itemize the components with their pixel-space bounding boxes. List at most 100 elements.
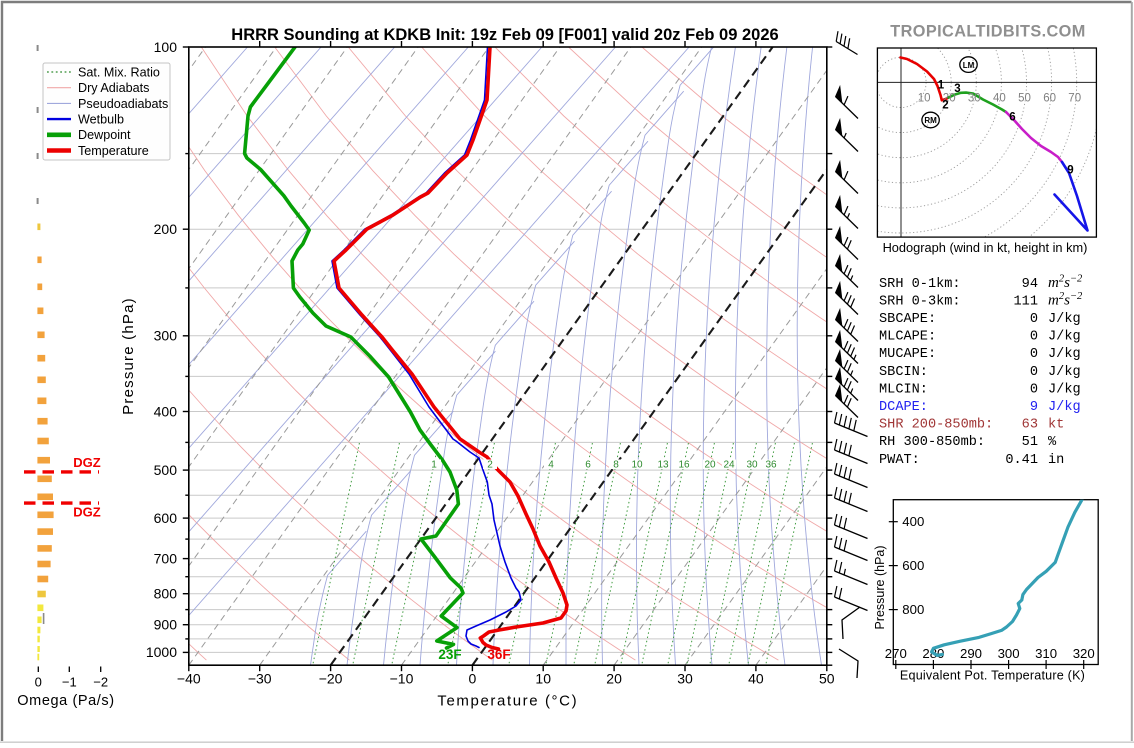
svg-text:Equivalent Pot. Temperature (K: Equivalent Pot. Temperature (K) bbox=[900, 669, 1085, 683]
svg-text:Omega (Pa/s): Omega (Pa/s) bbox=[17, 693, 114, 709]
svg-text:0: 0 bbox=[469, 671, 477, 687]
svg-text:36F: 36F bbox=[487, 647, 510, 662]
svg-text:320: 320 bbox=[1073, 646, 1095, 661]
svg-text:Pseudoadiabats: Pseudoadiabats bbox=[78, 97, 168, 111]
svg-text:Wetbulb: Wetbulb bbox=[78, 113, 124, 127]
svg-text:20: 20 bbox=[606, 671, 622, 687]
svg-text:111: 111 bbox=[1014, 294, 1038, 309]
svg-text:100: 100 bbox=[154, 39, 178, 55]
svg-text:0: 0 bbox=[35, 675, 42, 690]
svg-text:10: 10 bbox=[631, 460, 643, 471]
svg-text:J/kg: J/kg bbox=[1048, 400, 1081, 415]
svg-text:40: 40 bbox=[748, 671, 764, 687]
svg-text:30: 30 bbox=[746, 460, 758, 471]
svg-text:−10: −10 bbox=[390, 671, 414, 687]
svg-text:400: 400 bbox=[154, 403, 178, 419]
svg-text:600: 600 bbox=[902, 558, 924, 573]
svg-text:1000: 1000 bbox=[146, 644, 177, 660]
svg-text:MLCIN:: MLCIN: bbox=[879, 382, 928, 397]
svg-text:400: 400 bbox=[902, 514, 924, 529]
svg-text:SHR 200-850mb:: SHR 200-850mb: bbox=[879, 418, 993, 433]
svg-text:DGZ: DGZ bbox=[73, 505, 101, 520]
svg-text:16: 16 bbox=[678, 460, 690, 471]
svg-text:600: 600 bbox=[154, 510, 178, 526]
svg-text:9: 9 bbox=[1030, 400, 1038, 415]
svg-text:20: 20 bbox=[943, 93, 956, 105]
svg-text:8: 8 bbox=[613, 460, 619, 471]
svg-text:SBCAPE:: SBCAPE: bbox=[879, 312, 936, 327]
svg-text:J/kg: J/kg bbox=[1048, 347, 1081, 362]
svg-text:9: 9 bbox=[1067, 165, 1073, 177]
svg-text:0: 0 bbox=[1030, 312, 1038, 327]
svg-text:MUCAPE:: MUCAPE: bbox=[879, 347, 936, 362]
svg-text:300: 300 bbox=[998, 646, 1020, 661]
svg-text:Temperature (°C): Temperature (°C) bbox=[437, 693, 578, 710]
svg-text:800: 800 bbox=[902, 602, 924, 617]
svg-text:0: 0 bbox=[1030, 330, 1038, 345]
svg-text:60: 60 bbox=[1043, 93, 1056, 105]
svg-text:SRH 0-3km:: SRH 0-3km: bbox=[879, 294, 961, 309]
svg-text:50: 50 bbox=[819, 671, 835, 687]
svg-text:Dry Adiabats: Dry Adiabats bbox=[78, 81, 149, 95]
svg-text:63: 63 bbox=[1022, 418, 1038, 433]
svg-text:30: 30 bbox=[677, 671, 693, 687]
svg-text:PWAT:: PWAT: bbox=[879, 453, 920, 468]
svg-text:Pressure (hPa): Pressure (hPa) bbox=[120, 297, 137, 415]
svg-text:J/kg: J/kg bbox=[1048, 312, 1081, 327]
svg-text:270: 270 bbox=[885, 646, 907, 661]
svg-text:300: 300 bbox=[154, 328, 178, 344]
svg-text:36: 36 bbox=[765, 460, 777, 471]
svg-text:%: % bbox=[1048, 435, 1057, 450]
svg-text:0: 0 bbox=[1030, 382, 1038, 397]
svg-text:kt: kt bbox=[1048, 418, 1064, 433]
svg-text:−40: −40 bbox=[177, 671, 201, 687]
svg-text:0: 0 bbox=[1030, 347, 1038, 362]
svg-text:4: 4 bbox=[548, 460, 554, 471]
svg-text:2: 2 bbox=[942, 100, 948, 112]
svg-text:290: 290 bbox=[960, 646, 982, 661]
svg-text:Hodograph (wind in kt, height: Hodograph (wind in kt, height in km) bbox=[883, 240, 1088, 255]
svg-text:51: 51 bbox=[1022, 435, 1038, 450]
svg-text:40: 40 bbox=[993, 93, 1006, 105]
svg-text:TROPICALTIDBITS.COM: TROPICALTIDBITS.COM bbox=[890, 23, 1085, 41]
svg-text:10: 10 bbox=[918, 93, 931, 105]
svg-text:800: 800 bbox=[154, 586, 178, 602]
svg-text:−1: −1 bbox=[62, 675, 77, 690]
svg-text:in: in bbox=[1048, 453, 1064, 468]
svg-text:Pressure (hPa): Pressure (hPa) bbox=[873, 545, 887, 629]
svg-text:70: 70 bbox=[1068, 93, 1081, 105]
svg-text:900: 900 bbox=[154, 617, 178, 633]
svg-text:20: 20 bbox=[704, 460, 716, 471]
svg-text:−20: −20 bbox=[319, 671, 343, 687]
svg-text:Dewpoint: Dewpoint bbox=[78, 128, 131, 142]
svg-text:DCAPE:: DCAPE: bbox=[879, 400, 928, 415]
svg-text:10: 10 bbox=[535, 671, 551, 687]
svg-text:6: 6 bbox=[1009, 112, 1015, 124]
svg-text:Sat. Mix. Ratio: Sat. Mix. Ratio bbox=[78, 65, 160, 79]
svg-text:J/kg: J/kg bbox=[1048, 382, 1081, 397]
svg-text:J/kg: J/kg bbox=[1048, 365, 1081, 380]
svg-text:23F: 23F bbox=[438, 647, 461, 662]
svg-text:3: 3 bbox=[954, 83, 960, 95]
svg-text:MLCAPE:: MLCAPE: bbox=[879, 330, 936, 345]
svg-text:500: 500 bbox=[154, 462, 178, 478]
svg-text:J/kg: J/kg bbox=[1048, 330, 1081, 345]
svg-text:−2: −2 bbox=[93, 675, 108, 690]
svg-text:RM: RM bbox=[924, 116, 937, 125]
svg-text:2: 2 bbox=[487, 460, 493, 471]
svg-text:24: 24 bbox=[723, 460, 735, 471]
svg-text:13: 13 bbox=[657, 460, 669, 471]
svg-text:700: 700 bbox=[154, 550, 178, 566]
svg-text:0.41: 0.41 bbox=[1005, 453, 1038, 468]
svg-text:1: 1 bbox=[431, 460, 437, 471]
svg-text:LM: LM bbox=[963, 61, 975, 70]
svg-text:200: 200 bbox=[154, 221, 178, 237]
svg-text:RH 300-850mb:: RH 300-850mb: bbox=[879, 435, 985, 450]
svg-text:Temperature: Temperature bbox=[78, 144, 149, 158]
svg-text:50: 50 bbox=[1018, 93, 1031, 105]
svg-text:0: 0 bbox=[1030, 365, 1038, 380]
svg-text:30: 30 bbox=[968, 93, 981, 105]
svg-text:−30: −30 bbox=[248, 671, 272, 687]
svg-text:1: 1 bbox=[938, 80, 945, 92]
svg-text:SBCIN:: SBCIN: bbox=[879, 365, 928, 380]
